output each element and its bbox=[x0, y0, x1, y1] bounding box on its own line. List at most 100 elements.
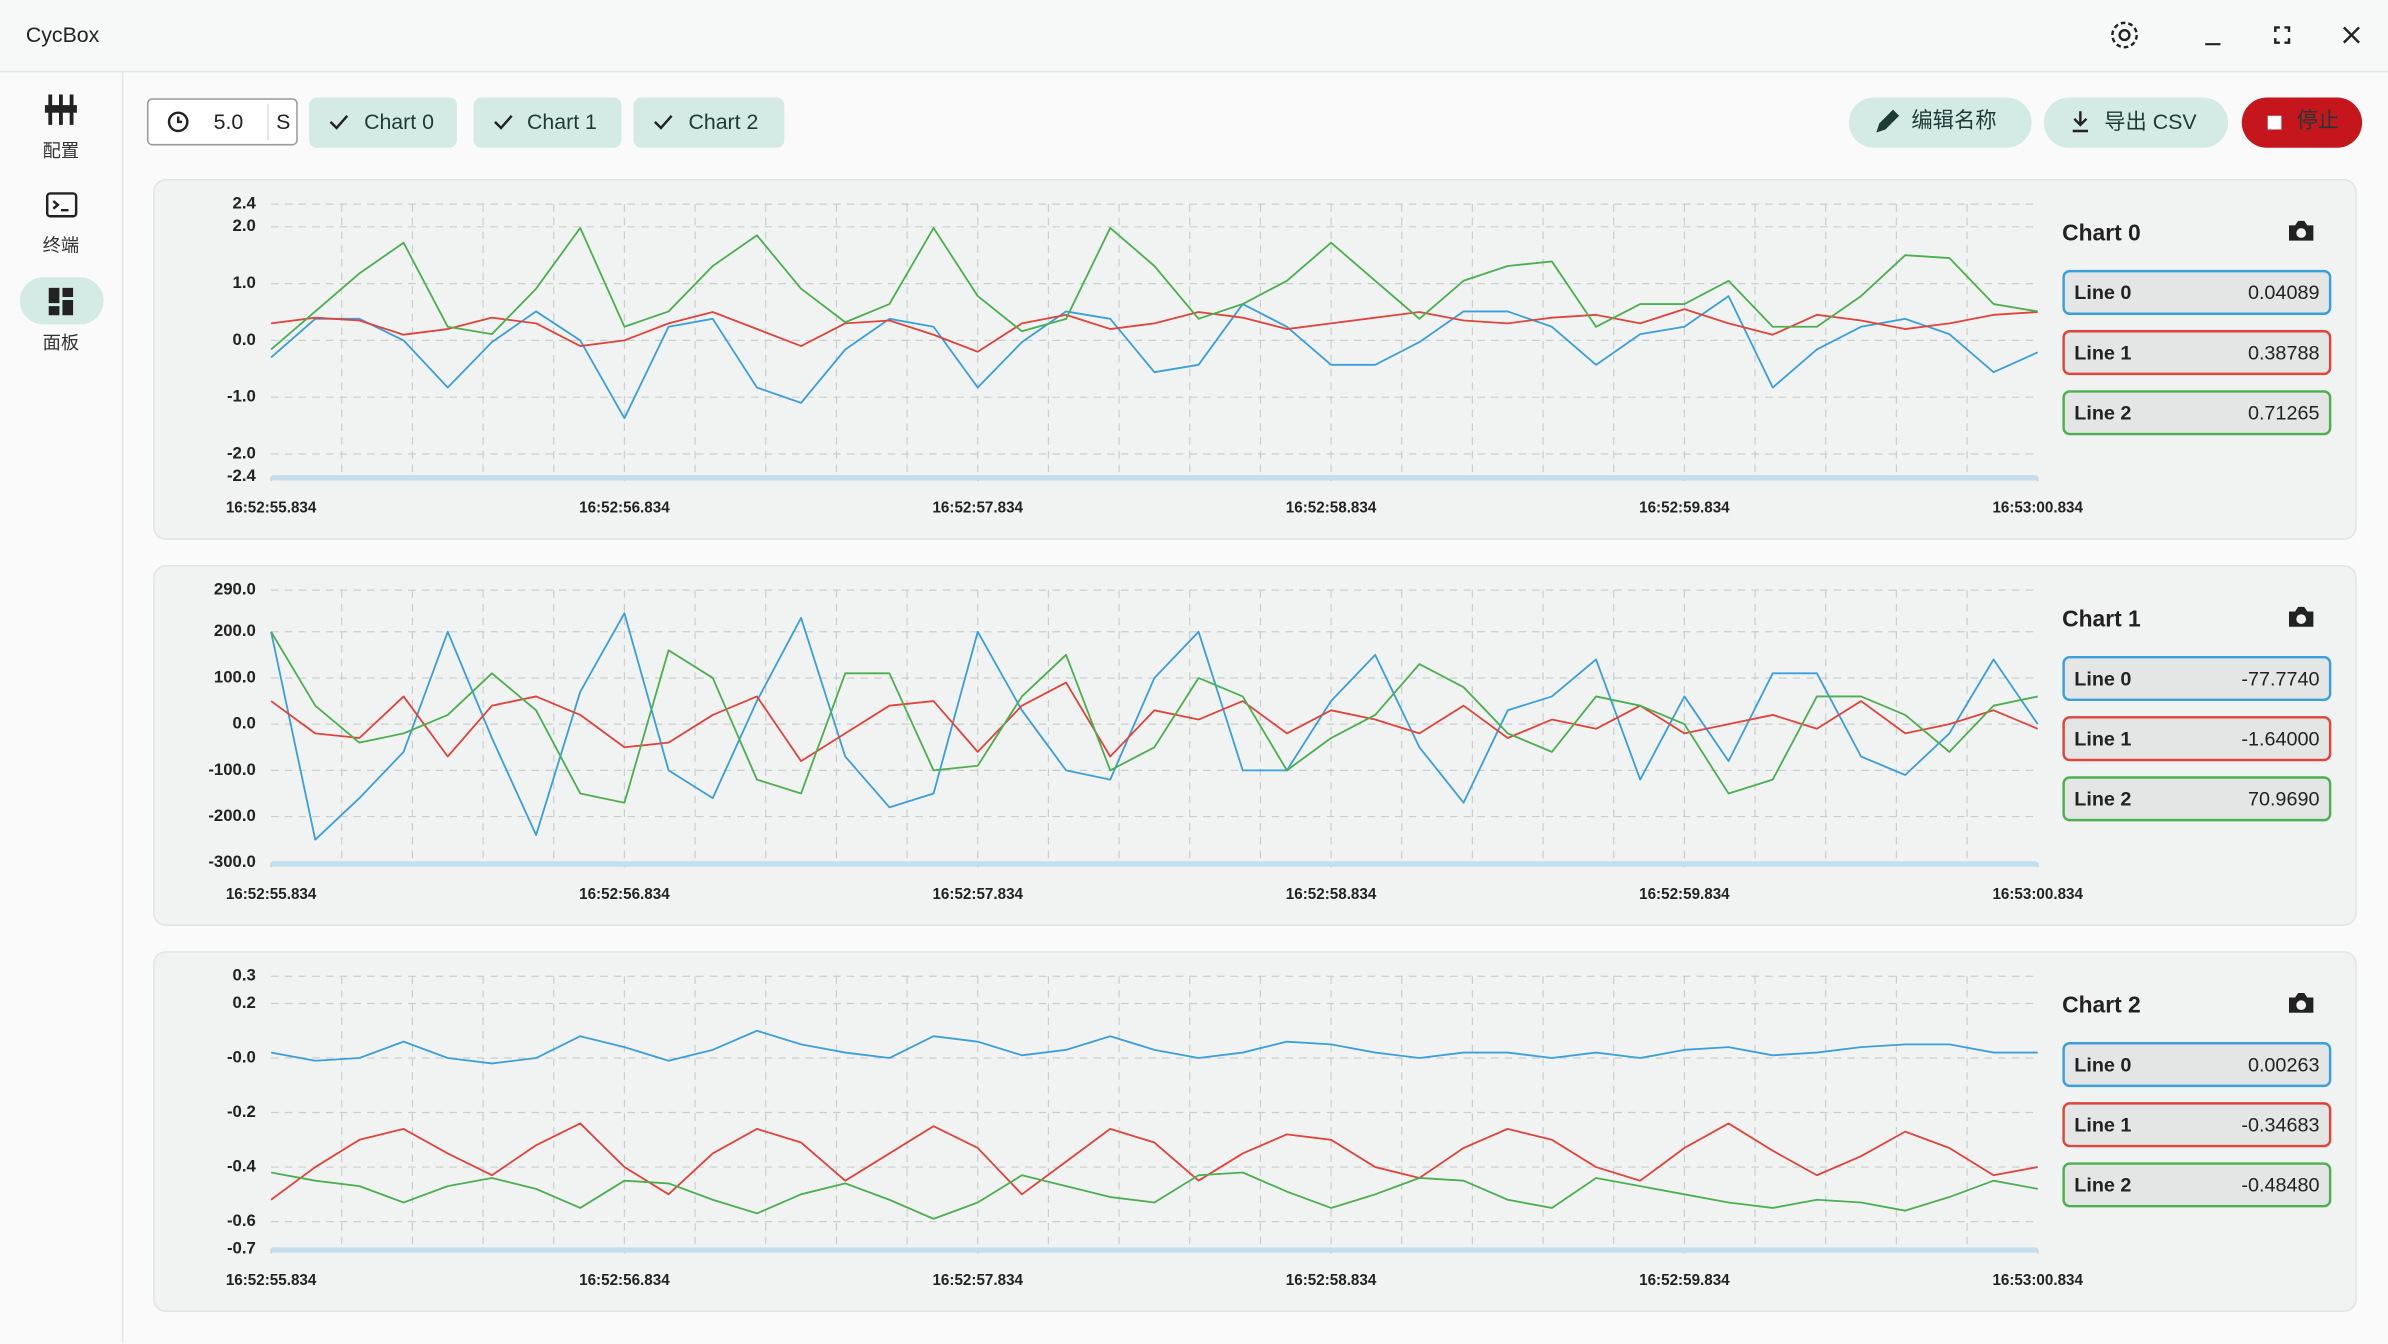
x-tick-label: 16:52:57.834 bbox=[932, 500, 1023, 517]
legend-value: 0.00263 bbox=[2248, 1054, 2320, 1076]
duration-unit: S bbox=[276, 110, 290, 134]
chart-toggle[interactable]: Chart 1 bbox=[473, 97, 622, 148]
legend-box bbox=[2062, 1162, 2332, 1208]
chart-toggle[interactable]: Chart 2 bbox=[633, 97, 785, 148]
camera-lens bbox=[2296, 614, 2307, 624]
legend-value: 0.04089 bbox=[2248, 282, 2320, 304]
stop-button[interactable]: 停止 bbox=[2241, 97, 2363, 148]
x-tick-label: 16:53:00.834 bbox=[1992, 886, 2083, 903]
x-tick-label: 16:52:56.834 bbox=[579, 500, 670, 517]
x-tick-label: 16:52:56.834 bbox=[579, 1272, 670, 1289]
legend-value: 0.38788 bbox=[2248, 342, 2320, 364]
y-tick-label: -0.7 bbox=[227, 1238, 256, 1257]
legend-value: -1.64000 bbox=[2241, 728, 2319, 750]
legend-value: 70.9690 bbox=[2248, 789, 2320, 811]
x-tick-label: 16:52:59.834 bbox=[1639, 500, 1730, 517]
legend-entry[interactable]: Line 1 -0.34683 bbox=[2062, 1102, 2332, 1148]
config-icon-bar bbox=[44, 105, 77, 113]
terminal-icon bbox=[45, 192, 78, 218]
legend-name: Line 0 bbox=[2074, 1054, 2131, 1076]
range-slider bbox=[271, 1247, 2038, 1253]
legend-value: -77.7740 bbox=[2241, 668, 2319, 690]
button-label: 编辑名称 bbox=[1911, 108, 1996, 132]
legend-entry[interactable]: Line 0 0.04089 bbox=[2062, 269, 2332, 315]
edit-name-button[interactable]: 编辑名称 bbox=[1848, 97, 2032, 148]
check-icon bbox=[494, 114, 513, 130]
app-title: CycBox bbox=[26, 23, 100, 47]
chart-title: Chart 2 bbox=[2062, 992, 2141, 1018]
legend-name: Line 2 bbox=[2074, 789, 2131, 811]
legend-entry[interactable]: Line 0 0.00263 bbox=[2062, 1042, 2332, 1088]
series-line bbox=[270, 1029, 2038, 1065]
series-line bbox=[270, 1171, 2038, 1220]
legend-box bbox=[2062, 1102, 2332, 1148]
legend-box bbox=[2062, 716, 2332, 762]
legend-name: Line 2 bbox=[2074, 1175, 2131, 1197]
x-tick-label: 16:53:00.834 bbox=[1992, 500, 2083, 517]
y-tick-label: 200.0 bbox=[214, 621, 256, 640]
legend-entry[interactable]: Line 2 70.9690 bbox=[2062, 776, 2332, 822]
legend-entry[interactable]: Line 1 0.38788 bbox=[2062, 330, 2332, 376]
y-tick-label: 0.3 bbox=[233, 966, 256, 985]
chart-area: -2.4 -2.0 -1.0 0.0 1.0 2.0 2.4 16:52:55.834 16:5… bbox=[153, 178, 2357, 1313]
nav-config[interactable]: 配置 bbox=[43, 94, 80, 161]
y-tick-label: -2.0 bbox=[227, 443, 256, 462]
input-box bbox=[146, 98, 298, 146]
legend-box bbox=[2062, 330, 2332, 376]
button-bg bbox=[1848, 97, 2032, 148]
y-tick-label: 0.0 bbox=[233, 330, 256, 349]
dashboard-icon bbox=[48, 287, 74, 316]
y-tick-label: 2.4 bbox=[233, 194, 257, 213]
stop-icon bbox=[2267, 115, 2282, 130]
y-tick-label: -1.0 bbox=[227, 387, 256, 406]
nav-label: 终端 bbox=[43, 235, 80, 256]
legend-entry[interactable]: Line 2 0.71265 bbox=[2062, 390, 2332, 436]
chart-toggle[interactable]: Chart 0 bbox=[309, 97, 457, 148]
legend-entry[interactable]: Line 2 -0.48480 bbox=[2062, 1162, 2332, 1208]
legend-entry[interactable]: Line 1 -1.64000 bbox=[2062, 716, 2332, 762]
y-tick-label: 2.0 bbox=[233, 216, 256, 235]
clock-icon bbox=[167, 111, 189, 133]
snapshot-button[interactable] bbox=[2289, 992, 2314, 1013]
snapshot-button[interactable] bbox=[2289, 220, 2314, 241]
title-bar bbox=[0, 0, 2388, 72]
x-tick-label: 16:52:59.834 bbox=[1639, 886, 1730, 903]
download-icon bbox=[2072, 111, 2088, 133]
chart-card bbox=[153, 565, 2357, 926]
series-line bbox=[270, 1122, 2038, 1201]
series-line bbox=[270, 308, 2038, 353]
y-tick-label: -2.4 bbox=[227, 466, 257, 485]
legend-name: Line 1 bbox=[2074, 1114, 2131, 1136]
camera-lens bbox=[2296, 1000, 2307, 1011]
y-tick-label: 0.2 bbox=[233, 993, 256, 1012]
camera-lens bbox=[2296, 228, 2307, 238]
legend-box bbox=[2062, 655, 2332, 702]
toggle-label: Chart 2 bbox=[688, 110, 758, 134]
y-tick-label: -100.0 bbox=[208, 760, 256, 779]
y-tick-label: -0.6 bbox=[227, 1211, 256, 1230]
maximize-button[interactable] bbox=[2274, 26, 2291, 44]
chart-card bbox=[153, 951, 2357, 1313]
y-tick-label: -0.0 bbox=[227, 1047, 256, 1066]
nav-terminal[interactable]: 终端 bbox=[43, 192, 80, 256]
nav-dashboard[interactable]: 面板 bbox=[19, 277, 104, 353]
x-tick-label: 16:52:57.834 bbox=[932, 1272, 1023, 1289]
export-csv-button[interactable]: 导出 CSV bbox=[2043, 97, 2229, 148]
button-bg bbox=[2241, 97, 2363, 148]
duration-input[interactable]: 5.0 S bbox=[146, 98, 298, 146]
settings-button[interactable] bbox=[2111, 21, 2138, 49]
button-label: 停止 bbox=[2297, 108, 2340, 132]
y-tick-label: -0.2 bbox=[227, 1102, 256, 1121]
snapshot-button[interactable] bbox=[2289, 606, 2314, 627]
close-button[interactable] bbox=[2342, 26, 2360, 44]
y-tick-label: 290.0 bbox=[214, 580, 256, 599]
x-tick-label: 16:52:55.834 bbox=[226, 1272, 317, 1289]
nav-label: 面板 bbox=[43, 332, 80, 353]
nav-label: 配置 bbox=[43, 140, 80, 161]
series-line bbox=[270, 612, 2039, 841]
legend-entry[interactable]: Line 0 -77.7740 bbox=[2062, 655, 2332, 702]
toggle-bg bbox=[309, 97, 457, 148]
check-icon bbox=[654, 114, 673, 130]
toggle-bg bbox=[473, 97, 622, 148]
